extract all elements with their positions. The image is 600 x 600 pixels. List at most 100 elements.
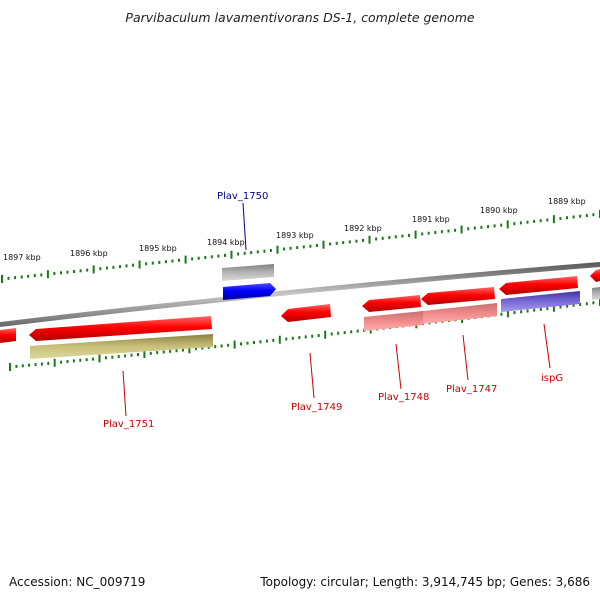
gene-label-plav-1748[interactable]: Plav_1748 — [378, 392, 429, 403]
gene-partial-right-cds[interactable] — [592, 287, 600, 300]
scale-major-tick — [138, 260, 141, 269]
scale-label: 1891 kbp — [412, 215, 450, 224]
scale-minor-tick — [204, 256, 207, 259]
gene-partial-right[interactable] — [590, 269, 600, 282]
scale-label: 1892 kbp — [344, 224, 382, 233]
scale-major-tick — [188, 345, 191, 354]
scale-minor-tick — [533, 219, 536, 223]
gene-ispg-arrow[interactable] — [499, 276, 578, 295]
scale-minor-tick — [34, 363, 37, 367]
scale-minor-tick — [243, 251, 246, 255]
scale-minor-tick — [520, 310, 523, 314]
scale-major-tick — [368, 235, 371, 244]
scale-minor-tick — [7, 276, 10, 280]
scale-minor-tick — [66, 270, 69, 274]
gene-plav-1748-arrow[interactable] — [362, 295, 421, 312]
gene-label-plav-1747[interactable]: Plav_1747 — [446, 384, 497, 395]
scale-minor-tick — [60, 360, 63, 364]
scale-minor-tick — [427, 231, 430, 235]
outer-scale-track — [1, 210, 600, 283]
scale-minor-tick — [434, 231, 437, 234]
scale-minor-tick — [546, 218, 549, 222]
gene-plav-1751-cds[interactable] — [30, 334, 213, 359]
callout-line-ispg — [543, 323, 551, 369]
scale-minor-tick — [348, 240, 351, 244]
gene-ispg[interactable] — [499, 276, 580, 312]
scale-minor-tick — [500, 223, 503, 227]
scale-major-tick — [324, 330, 327, 339]
scale-minor-tick — [289, 246, 292, 250]
scale-major-tick — [9, 363, 11, 371]
scale-minor-tick — [224, 253, 226, 257]
scale-minor-tick — [47, 361, 50, 365]
gene-plav-1747-cds[interactable] — [423, 303, 497, 324]
scale-minor-tick — [546, 307, 549, 311]
scale-minor-tick — [111, 355, 114, 359]
scale-minor-tick — [291, 336, 294, 340]
gene-plav-1747-arrow[interactable] — [421, 287, 495, 305]
gene-plav-1750-arrow[interactable] — [223, 283, 276, 300]
scale-major-tick — [278, 335, 281, 344]
gene-plav-1747[interactable] — [421, 287, 497, 324]
scale-minor-tick — [408, 233, 410, 237]
scale-minor-tick — [201, 346, 204, 350]
scale-minor-tick — [171, 259, 174, 263]
scale-minor-tick — [559, 217, 562, 220]
scale-minor-tick — [259, 340, 262, 344]
scale-minor-tick — [164, 260, 167, 264]
scale-minor-tick — [99, 267, 102, 271]
scale-minor-tick — [302, 245, 305, 249]
gene-partial-left[interactable] — [0, 328, 16, 343]
scale-label: 1895 kbp — [139, 244, 177, 253]
scale-minor-tick — [158, 260, 161, 264]
scale-minor-tick — [343, 331, 346, 335]
gene-plav-1751[interactable] — [29, 316, 213, 359]
gene-plav-1750[interactable] — [222, 264, 276, 300]
scale-minor-tick — [381, 236, 384, 240]
scale-minor-tick — [119, 265, 121, 269]
scale-minor-tick — [92, 357, 95, 361]
gene-plav-1748-cds[interactable] — [364, 311, 423, 331]
callout-line-plav-1748 — [395, 343, 402, 390]
scale-minor-tick — [105, 266, 108, 270]
scale-minor-tick — [350, 330, 353, 334]
gene-label-plav-1751[interactable]: Plav_1751 — [103, 419, 154, 430]
callout-line-plav-1749 — [309, 352, 315, 399]
scale-minor-tick — [207, 345, 210, 349]
scale-minor-tick — [539, 307, 542, 311]
genome-summary-text: Topology: circular; Length: 3,914,745 bp… — [260, 575, 590, 589]
scale-major-tick — [552, 303, 555, 312]
scale-minor-tick — [14, 276, 17, 280]
scale-minor-tick — [27, 274, 30, 278]
gene-plav-1751-arrow[interactable] — [29, 316, 212, 341]
scale-major-tick — [414, 230, 417, 239]
scale-minor-tick — [592, 301, 595, 305]
gene-label-plav-1750[interactable]: Plav_1750 — [217, 191, 268, 202]
gene-label-ispg[interactable]: ispG — [541, 373, 563, 384]
scale-minor-tick — [559, 305, 562, 309]
scale-minor-tick — [250, 251, 253, 255]
scale-minor-tick — [86, 268, 89, 272]
gene-plav-1749[interactable] — [281, 304, 331, 322]
scale-minor-tick — [246, 341, 249, 345]
gene-ispg-cds[interactable] — [501, 291, 580, 312]
scale-minor-tick — [330, 332, 333, 336]
scale-minor-tick — [194, 347, 197, 351]
scale-minor-tick — [513, 222, 516, 226]
scale-minor-tick — [130, 353, 133, 357]
scale-major-tick — [1, 275, 3, 283]
gene-label-plav-1749[interactable]: Plav_1749 — [291, 402, 342, 413]
scale-minor-tick — [309, 244, 312, 248]
scale-minor-tick — [337, 331, 340, 335]
scale-minor-tick — [356, 329, 359, 333]
gene-plav-1750-cds[interactable] — [222, 264, 274, 281]
scale-minor-tick — [112, 265, 115, 269]
scale-minor-tick — [566, 216, 568, 220]
scale-minor-tick — [329, 242, 332, 246]
scale-minor-tick — [579, 214, 582, 218]
scale-minor-tick — [156, 351, 159, 355]
scale-minor-tick — [21, 364, 24, 368]
scale-minor-tick — [487, 225, 489, 229]
gene-plav-1748[interactable] — [362, 295, 423, 331]
